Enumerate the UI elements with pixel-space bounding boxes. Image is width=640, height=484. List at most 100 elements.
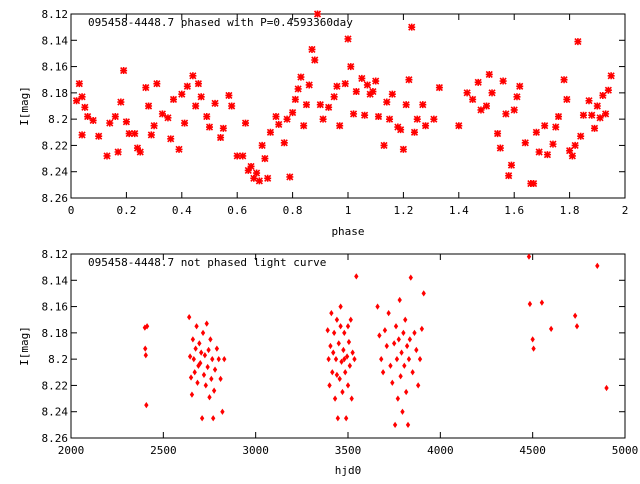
data-point	[190, 336, 196, 343]
data-point	[244, 166, 252, 174]
x-tick-label: 0.2	[116, 204, 136, 217]
data-point	[430, 115, 438, 123]
data-point	[563, 95, 571, 103]
data-point	[337, 375, 342, 382]
data-point	[410, 128, 419, 136]
data-point	[247, 162, 255, 171]
data-point	[197, 93, 205, 101]
x-tick-label: 1.4	[449, 204, 469, 217]
data-point	[607, 72, 615, 80]
data-point	[84, 112, 92, 121]
data-point	[348, 316, 353, 323]
x-tick-label: 0	[68, 204, 75, 217]
data-point	[143, 352, 148, 359]
data-point	[333, 356, 339, 363]
data-point	[334, 316, 340, 323]
data-point	[421, 122, 430, 130]
data-point	[144, 323, 150, 330]
data-point	[239, 152, 247, 160]
data-point	[280, 139, 288, 147]
data-point	[222, 356, 227, 363]
data-point	[574, 38, 582, 46]
data-point	[395, 395, 401, 402]
data-point	[342, 329, 347, 336]
data-point	[150, 122, 158, 130]
data-point	[131, 130, 139, 138]
data-point	[261, 155, 269, 163]
data-point	[329, 310, 334, 317]
data-point	[217, 133, 225, 142]
data-point	[398, 373, 403, 380]
data-point	[571, 141, 579, 149]
data-point	[402, 101, 410, 109]
x-tick-label: 1.2	[393, 204, 413, 217]
x-tick-label: 2500	[150, 444, 177, 457]
data-point	[494, 130, 502, 138]
data-point	[521, 139, 529, 147]
data-point	[408, 23, 416, 31]
data-point	[153, 80, 161, 88]
data-point	[507, 161, 515, 169]
data-point	[219, 124, 227, 132]
data-point	[283, 115, 291, 123]
data-point	[372, 77, 380, 85]
data-point	[535, 148, 543, 156]
data-point	[541, 122, 549, 130]
data-point	[198, 359, 203, 367]
data-point	[347, 362, 353, 369]
data-point	[574, 323, 580, 330]
x-tick-label: 3000	[242, 444, 269, 457]
data-point	[264, 174, 272, 182]
y-tick-label: 8.18	[42, 327, 69, 340]
data-point	[469, 95, 477, 103]
data-point	[596, 114, 604, 122]
data-point	[531, 345, 536, 352]
data-point	[532, 128, 540, 136]
data-point	[206, 346, 211, 354]
data-point	[297, 73, 305, 81]
data-point	[313, 10, 322, 18]
data-point	[413, 115, 421, 123]
data-point	[407, 336, 413, 343]
data-point	[396, 336, 401, 343]
data-point	[199, 415, 205, 422]
data-point	[142, 84, 150, 92]
data-point	[241, 119, 250, 127]
y-tick-label: 8.22	[42, 379, 69, 392]
data-point	[397, 126, 405, 134]
data-point	[338, 303, 343, 310]
data-point	[474, 78, 482, 86]
data-point	[181, 119, 189, 127]
data-point	[379, 356, 384, 363]
y-tick-label: 8.14	[42, 274, 69, 287]
data-point	[211, 415, 216, 422]
data-point	[72, 97, 81, 105]
data-point	[377, 332, 382, 339]
data-point	[338, 323, 343, 330]
data-point	[419, 325, 425, 333]
data-point	[390, 379, 395, 386]
data-point	[399, 145, 407, 153]
x-tick-label: 4500	[519, 444, 546, 457]
data-point	[192, 369, 197, 376]
data-point	[336, 122, 344, 130]
data-point	[294, 85, 302, 93]
data-point	[342, 356, 347, 363]
data-point	[286, 173, 294, 181]
data-point	[275, 120, 283, 128]
data-point	[111, 112, 119, 121]
data-point	[332, 395, 338, 402]
data-point	[568, 152, 576, 160]
data-point	[374, 112, 383, 121]
data-point	[349, 110, 358, 118]
data-point	[133, 144, 142, 152]
data-point	[560, 76, 568, 84]
data-point	[330, 369, 335, 376]
y-tick-label: 8.14	[42, 34, 69, 47]
data-point	[346, 338, 352, 346]
data-point	[416, 382, 421, 389]
y-tick-label: 8.24	[42, 166, 69, 179]
chart-panel-2	[70, 253, 626, 439]
data-point	[183, 82, 191, 90]
